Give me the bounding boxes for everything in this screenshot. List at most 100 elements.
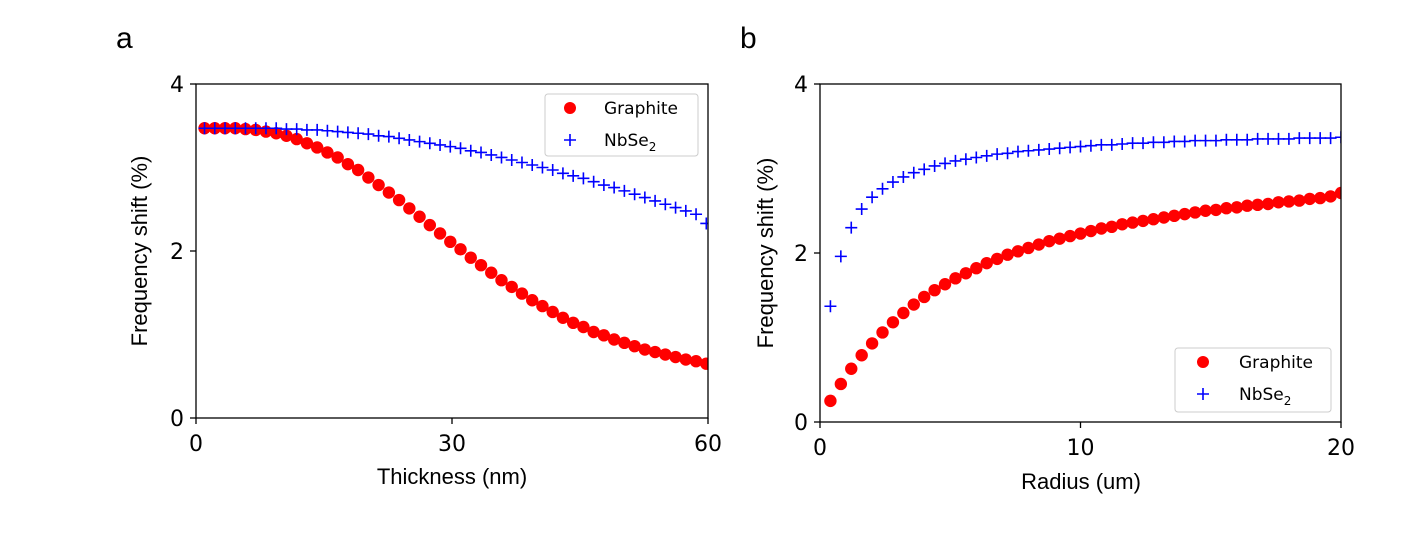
x-tick-label: 60 (694, 432, 722, 457)
data-point-nbse2 (1209, 134, 1222, 147)
data-point-nbse2 (679, 204, 692, 217)
data-point-graphite (485, 266, 498, 279)
data-point-nbse2 (970, 151, 983, 164)
legend-box-b (1174, 347, 1332, 413)
data-point-nbse2 (341, 126, 354, 139)
y-tick-label: 2 (170, 240, 184, 265)
legend-graphite-label-a: Graphite (604, 99, 678, 119)
data-point-nbse2 (321, 124, 334, 137)
x-axis-label-a: Thickness (nm) (377, 464, 527, 489)
data-point-nbse2 (980, 149, 993, 162)
data-point-nbse2 (939, 157, 952, 170)
data-point-nbse2 (669, 201, 682, 214)
y-axis-label-a: Frequency shift (%) (127, 156, 152, 347)
data-point-graphite (1032, 238, 1046, 251)
data-point-nbse2 (638, 191, 651, 204)
data-point-nbse2 (270, 122, 283, 135)
data-point-nbse2 (587, 175, 600, 188)
data-point-nbse2 (577, 172, 590, 185)
series-nbse2 (198, 122, 708, 230)
data-point-nbse2 (597, 179, 610, 192)
data-point-graphite (310, 141, 324, 154)
data-point-nbse2 (198, 122, 211, 135)
data-point-nbse2 (403, 133, 416, 146)
data-point-nbse2 (485, 148, 498, 161)
data-point-graphite (834, 377, 848, 391)
data-point-graphite (597, 329, 611, 342)
data-point-graphite (464, 251, 477, 264)
data-point-graphite (638, 343, 652, 356)
data-point-nbse2 (928, 159, 941, 172)
data-point-nbse2 (897, 170, 910, 183)
plot-area-a (198, 122, 708, 370)
data-point-graphite (1001, 248, 1014, 261)
data-point-nbse2 (876, 182, 889, 195)
data-point-nbse2 (382, 130, 395, 143)
data-point-nbse2 (855, 203, 868, 216)
data-point-graphite (1303, 192, 1316, 206)
data-point-graphite (403, 202, 416, 215)
ticks-b: 0 10 20 0 2 4 (794, 73, 1355, 461)
data-point-graphite (980, 256, 993, 270)
data-point-graphite (413, 210, 426, 223)
data-point-graphite (845, 362, 858, 375)
data-point-nbse2 (1157, 136, 1170, 149)
data-point-graphite (689, 355, 703, 368)
data-point-graphite (824, 394, 837, 408)
data-point-nbse2 (886, 176, 899, 189)
data-point-nbse2 (1074, 140, 1087, 153)
data-point-nbse2 (1053, 142, 1066, 155)
data-point-graphite (474, 258, 488, 272)
data-point-graphite (1115, 218, 1129, 231)
data-point-nbse2 (444, 140, 457, 153)
x-axis-label-b: Radius (um) (1021, 469, 1141, 494)
data-point-graphite (362, 171, 375, 184)
data-point-nbse2 (1178, 135, 1191, 148)
data-point-graphite (341, 157, 355, 171)
data-point-nbse2 (1272, 132, 1285, 145)
series-graphite (824, 186, 1341, 408)
data-point-graphite (290, 132, 303, 146)
data-point-nbse2 (1230, 133, 1243, 146)
data-point-graphite (1105, 220, 1118, 234)
data-point-nbse2 (219, 122, 232, 135)
data-point-graphite (1293, 194, 1306, 207)
data-point-graphite (495, 274, 508, 287)
data-point-nbse2 (834, 250, 847, 263)
data-point-graphite (669, 350, 682, 364)
data-point-graphite (659, 348, 672, 361)
data-point-nbse2 (1064, 141, 1077, 154)
data-point-graphite (959, 267, 973, 280)
data-point-graphite (1230, 201, 1244, 214)
data-point-graphite (1168, 209, 1181, 223)
panel-label-b: b (740, 22, 757, 55)
data-point-nbse2 (959, 153, 972, 166)
legend-box-a (544, 93, 699, 157)
x-tick-label: 0 (813, 436, 827, 461)
data-point-nbse2 (1262, 132, 1275, 145)
data-point-nbse2 (475, 146, 488, 159)
data-point-graphite (990, 252, 1004, 266)
data-point-nbse2 (1293, 132, 1306, 145)
y-tick-label: 4 (170, 73, 184, 98)
data-point-graphite (970, 262, 983, 275)
data-point-nbse2 (845, 221, 858, 234)
data-point-graphite (1241, 199, 1254, 212)
data-point-graphite (1209, 203, 1223, 217)
data-point-nbse2 (495, 151, 508, 164)
data-point-graphite (628, 339, 641, 353)
data-point-graphite (886, 316, 900, 329)
legend-graphite-marker-a (564, 102, 576, 114)
data-point-graphite (331, 151, 344, 164)
data-point-nbse2 (280, 123, 293, 136)
x-tick-label: 20 (1327, 436, 1355, 461)
data-point-nbse2 (608, 181, 621, 194)
legend-graphite-label-b: Graphite (1239, 353, 1313, 373)
data-point-graphite (679, 353, 693, 366)
data-point-graphite (607, 333, 621, 346)
data-point-nbse2 (1324, 132, 1337, 145)
data-point-nbse2 (229, 122, 242, 135)
data-point-graphite (876, 326, 889, 339)
data-point-nbse2 (628, 188, 641, 201)
panel-a: a 0 30 60 0 2 4 Thickness (nm) Frequency shif… (116, 22, 722, 489)
